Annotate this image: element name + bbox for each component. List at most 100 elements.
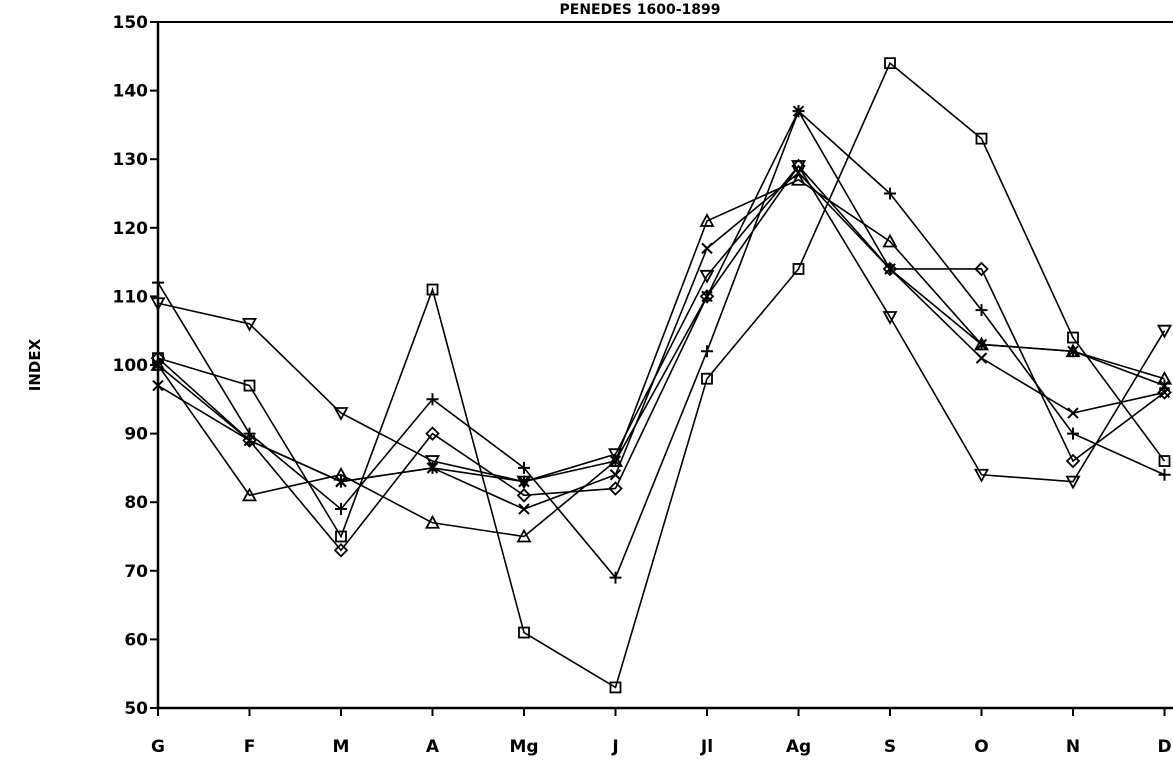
y-tick-label: 80	[124, 493, 148, 513]
x-marker	[975, 352, 988, 364]
x-tick-label: N	[1066, 737, 1080, 757]
asterisk-marker	[518, 475, 530, 488]
square-marker	[335, 530, 347, 543]
x-tick-label: J	[611, 737, 618, 757]
series-layer	[150, 57, 1173, 694]
y-tick-label: 90	[124, 425, 148, 445]
x-marker	[518, 503, 530, 515]
diamond-marker	[608, 481, 623, 496]
series-4	[150, 171, 1173, 543]
x-tick-label: A	[426, 737, 440, 757]
triangle-down-marker	[241, 317, 258, 332]
asterisk-marker	[426, 461, 439, 474]
plus-marker	[518, 461, 530, 474]
square-marker	[884, 57, 896, 70]
plus-marker	[884, 187, 896, 200]
asterisk-marker	[335, 475, 347, 488]
square-marker	[975, 132, 988, 145]
series-line	[157, 164, 1165, 552]
x-tick-label: Ag	[786, 737, 811, 757]
y-axis-title: INDEX	[26, 338, 44, 391]
y-tick-label: 130	[113, 150, 149, 170]
series-line	[157, 109, 1165, 483]
square-marker	[609, 681, 622, 694]
triangle-up-marker	[790, 171, 807, 186]
series-line	[157, 109, 1165, 580]
plus-marker	[335, 503, 347, 516]
plus-marker	[1067, 427, 1079, 440]
x-marker	[701, 242, 713, 255]
x-tick-label: G	[151, 737, 165, 757]
asterisk-marker	[243, 434, 256, 447]
diamond-marker	[333, 542, 349, 558]
x-tick-label: Mg	[509, 737, 538, 757]
triangle-down-marker	[699, 269, 715, 284]
x-tick-label: M	[333, 737, 350, 757]
triangle-up-marker	[882, 233, 898, 248]
square-marker	[243, 379, 256, 392]
y-tick-label: 70	[124, 562, 148, 582]
y-tick-label: 140	[113, 82, 149, 102]
asterisk-marker	[1158, 379, 1171, 392]
x-tick-label: Jl	[700, 737, 713, 757]
x-marker	[1067, 407, 1079, 419]
triangle-up-marker	[699, 213, 715, 227]
y-tick-label: 120	[113, 219, 149, 239]
asterisk-marker	[609, 455, 622, 468]
asterisk-marker	[975, 338, 988, 351]
square-marker	[792, 263, 805, 275]
square-marker	[426, 283, 439, 296]
plus-marker	[975, 304, 988, 317]
chart-title: PENEDES 1600-1899	[560, 2, 721, 18]
series-2	[150, 160, 1173, 490]
series-line	[157, 164, 1166, 483]
series-7	[152, 105, 1171, 488]
square-marker	[518, 626, 530, 639]
triangle-up-marker	[516, 528, 532, 543]
diamond-marker	[516, 488, 532, 503]
diamond-marker	[974, 261, 989, 277]
plus-marker	[426, 393, 439, 406]
triangle-up-marker	[424, 514, 441, 529]
x-marker	[609, 469, 622, 481]
diamond-marker	[1065, 453, 1081, 469]
y-axis: 50 60 70 80 90 100 110 120 130 140 150	[113, 13, 158, 719]
asterisk-marker	[792, 105, 805, 118]
series-line	[157, 61, 1166, 689]
y-tick-label: 150	[113, 13, 149, 33]
triangle-down-marker	[882, 311, 898, 325]
square-marker	[701, 372, 713, 385]
x-axis: G F M A Mg J Jl Ag S O N D	[151, 708, 1172, 757]
x-marker	[792, 167, 805, 179]
triangle-down-marker	[424, 455, 441, 469]
asterisk-marker	[1067, 345, 1079, 358]
asterisk-marker	[152, 359, 164, 371]
plot-frame	[156, 21, 1173, 710]
triangle-down-marker	[1065, 475, 1081, 490]
triangle-down-marker	[150, 297, 166, 312]
asterisk-marker	[884, 262, 896, 275]
square-marker	[1158, 455, 1171, 467]
plus-marker	[152, 276, 164, 289]
series-1	[152, 57, 1171, 694]
x-tick-label: O	[974, 737, 988, 757]
x-tick-label: S	[884, 737, 896, 757]
triangle-down-marker	[333, 407, 349, 421]
triangle-down-marker	[1156, 324, 1173, 339]
diamond-marker	[425, 426, 440, 441]
y-tick-label: 100	[113, 356, 149, 376]
x-tick-label: D	[1157, 737, 1171, 757]
x-tick-label: F	[244, 737, 256, 757]
plus-marker	[609, 571, 622, 584]
y-tick-label: 110	[113, 287, 149, 307]
triangle-up-marker	[241, 487, 258, 502]
y-tick-label: 50	[124, 699, 148, 719]
square-marker	[1067, 331, 1079, 344]
x-marker	[152, 379, 164, 392]
plus-marker	[1158, 468, 1171, 481]
plus-marker	[701, 345, 713, 358]
y-tick-label: 60	[124, 630, 148, 650]
triangle-down-marker	[973, 468, 990, 483]
asterisk-marker	[701, 290, 713, 303]
